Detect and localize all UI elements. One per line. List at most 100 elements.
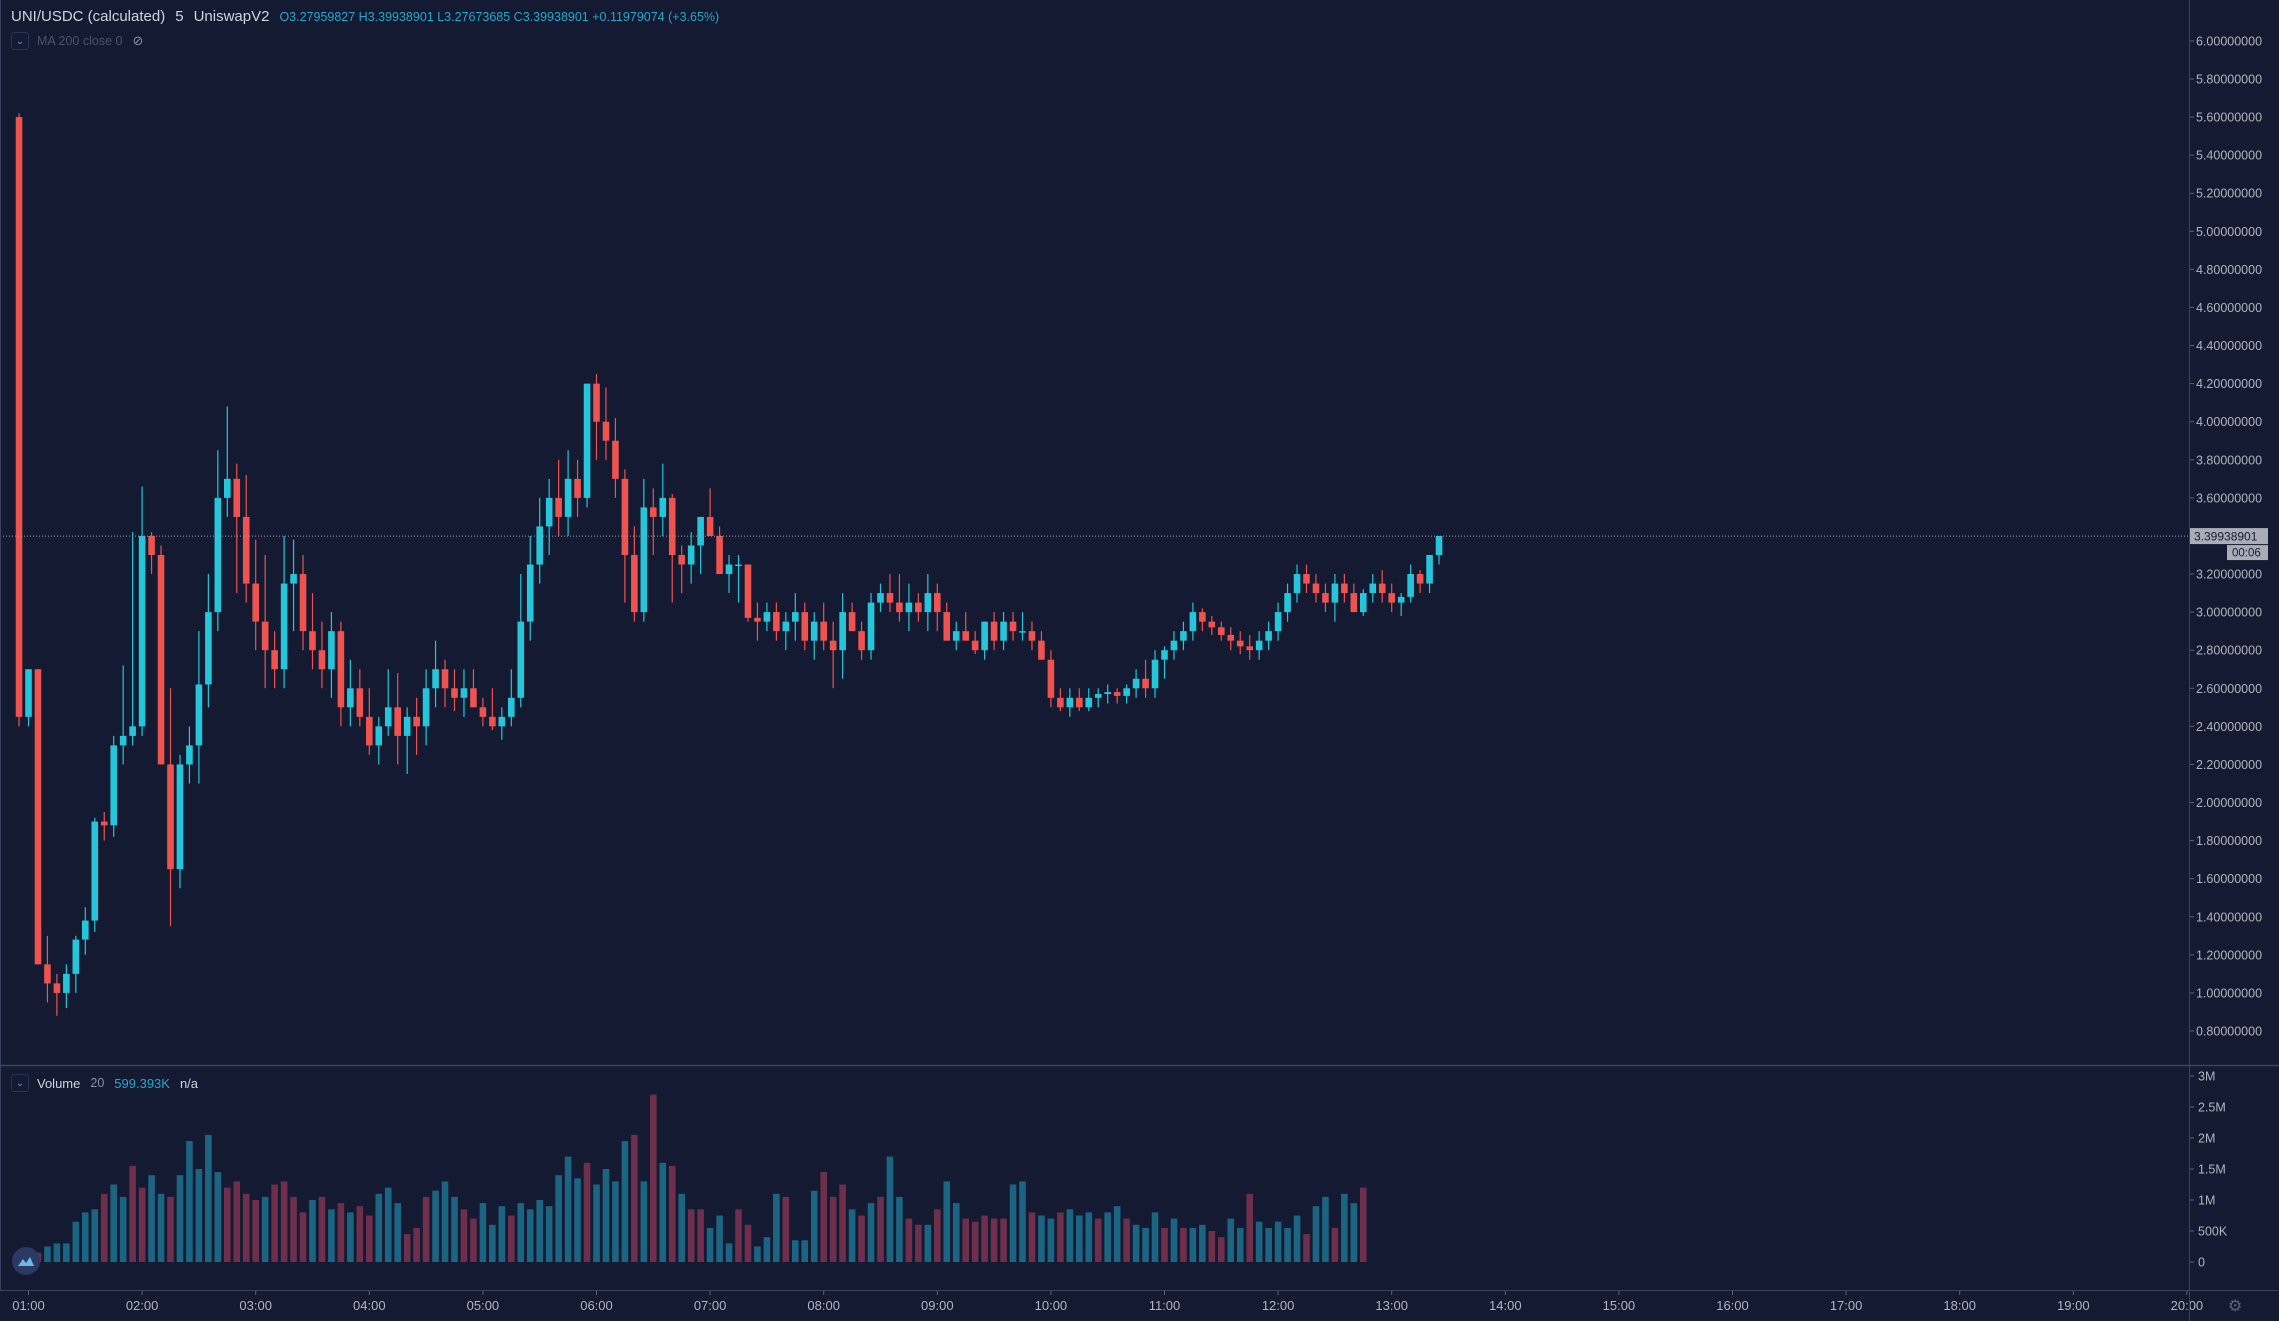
volume-bar: [687, 1209, 695, 1262]
time-tick-label: 20:00: [2171, 1298, 2204, 1313]
candle-down: [1378, 583, 1386, 594]
candle-up: [186, 745, 193, 765]
price-tick-label: 5.40000000: [2196, 149, 2262, 163]
volume-bar: [375, 1193, 383, 1262]
volume-bar: [451, 1196, 458, 1262]
candle-up: [25, 669, 32, 717]
volume-bar: [441, 1181, 449, 1262]
candle-up: [687, 545, 695, 565]
time-tick-label: 14:00: [1489, 1298, 1522, 1313]
candle-down: [612, 440, 619, 479]
candle-down: [1142, 678, 1149, 689]
price-axis: 6.00000000 5.80000000 5.60000000 5.40000000…: [2189, 34, 2262, 1039]
candle-down: [1009, 621, 1017, 632]
candle-up: [290, 574, 297, 584]
candle-down: [716, 535, 723, 575]
volume-bar: [1341, 1193, 1348, 1262]
volume-bar: [952, 1203, 960, 1262]
time-tick-label: 19:00: [2057, 1298, 2090, 1313]
chevron-down-icon[interactable]: ⌄: [11, 1074, 29, 1092]
volume-bar: [801, 1240, 809, 1262]
volume-tick-label: 2.5M: [2198, 1101, 2226, 1115]
candle-up: [952, 631, 960, 641]
price-tick-label: 1.60000000: [2196, 872, 2262, 886]
ma-indicator-label[interactable]: MA 200 close 0: [37, 34, 123, 48]
volume-bar: [1047, 1218, 1055, 1262]
candle-up: [1255, 640, 1263, 651]
volume-bar: [583, 1162, 591, 1262]
volume-bar: [1284, 1227, 1291, 1262]
volume-bar: [148, 1175, 155, 1262]
candle-down: [829, 640, 837, 651]
candle-down: [441, 669, 449, 689]
candle-up: [1435, 535, 1443, 555]
volume-bar: [119, 1196, 127, 1262]
candle-down: [858, 631, 865, 651]
candle-up: [1132, 678, 1140, 689]
volume-bar: [848, 1209, 856, 1262]
time-tick-label: 06:00: [580, 1298, 613, 1313]
candle-down: [650, 507, 657, 517]
candle-down: [915, 602, 922, 613]
candle-up: [981, 621, 988, 651]
time-tick-label: 09:00: [921, 1298, 954, 1313]
candle-up: [129, 726, 136, 736]
volume-bar: [867, 1203, 875, 1262]
candle-down: [233, 478, 241, 517]
candle-down: [744, 564, 752, 618]
chevron-down-icon[interactable]: ⌄: [11, 32, 29, 50]
price-tick-label: 5.20000000: [2196, 187, 2262, 201]
volume-bar: [63, 1243, 70, 1262]
interval-label[interactable]: 5: [175, 8, 184, 25]
volume-bar: [53, 1243, 61, 1262]
volume-bar: [1076, 1215, 1083, 1262]
volume-bar: [1322, 1196, 1329, 1262]
time-tick-label: 07:00: [694, 1298, 727, 1313]
volume-bar: [1360, 1187, 1367, 1262]
volume-bar: [697, 1209, 704, 1262]
candles: [15, 113, 1443, 1016]
time-tick-label: 18:00: [1943, 1298, 1976, 1313]
candle-up: [1331, 583, 1339, 603]
gear-icon[interactable]: ⚙: [2228, 1298, 2243, 1315]
price-tick-label: 2.00000000: [2196, 796, 2262, 810]
time-tick-label: 13:00: [1375, 1298, 1408, 1313]
symbol-name[interactable]: UNI/USDC (calculated): [11, 8, 166, 25]
volume-bar: [432, 1190, 439, 1262]
volume-bar: [1094, 1218, 1102, 1262]
time-tick-label: 16:00: [1716, 1298, 1749, 1313]
volume-bar: [1208, 1231, 1216, 1262]
volume-bar: [318, 1196, 326, 1262]
volume-bar: [1293, 1215, 1301, 1262]
volume-bar: [1085, 1212, 1093, 1262]
volume-bar: [195, 1169, 203, 1262]
eye-off-icon[interactable]: ⊘: [132, 33, 144, 48]
volume-bar: [157, 1193, 165, 1262]
tradingview-logo-icon[interactable]: [12, 1247, 40, 1275]
volume-bar: [526, 1209, 534, 1262]
volume-bar: [943, 1181, 951, 1262]
candle-down: [252, 583, 259, 622]
price-tick-label: 6.00000000: [2196, 34, 2262, 48]
volume-tick-label: 1M: [2198, 1194, 2215, 1208]
volume-tick-label: 500K: [2198, 1225, 2228, 1239]
symbol-legend: UNI/USDC (calculated) 5 UniswapV2 O3.279…: [11, 8, 729, 25]
volume-indicator-label[interactable]: Volume: [37, 1075, 81, 1091]
volume-bar: [508, 1215, 515, 1262]
candle-up: [1360, 593, 1367, 613]
candle-up: [72, 939, 80, 974]
candle-up: [328, 631, 335, 670]
volume-bar: [328, 1209, 335, 1262]
price-tick-label: 3.00000000: [2196, 606, 2262, 620]
volume-bar: [100, 1193, 108, 1262]
price-tick-label: 4.80000000: [2196, 263, 2262, 277]
candle-down: [1312, 583, 1320, 594]
volume-tick-label: 1.5M: [2198, 1163, 2226, 1177]
price-tick-label: 1.40000000: [2196, 910, 2262, 924]
candle-up: [403, 716, 411, 736]
candle-up: [526, 564, 534, 622]
volume-bar: [659, 1162, 667, 1262]
volume-bar: [886, 1156, 894, 1262]
candle-down: [801, 612, 809, 641]
volume-bar: [536, 1200, 543, 1262]
